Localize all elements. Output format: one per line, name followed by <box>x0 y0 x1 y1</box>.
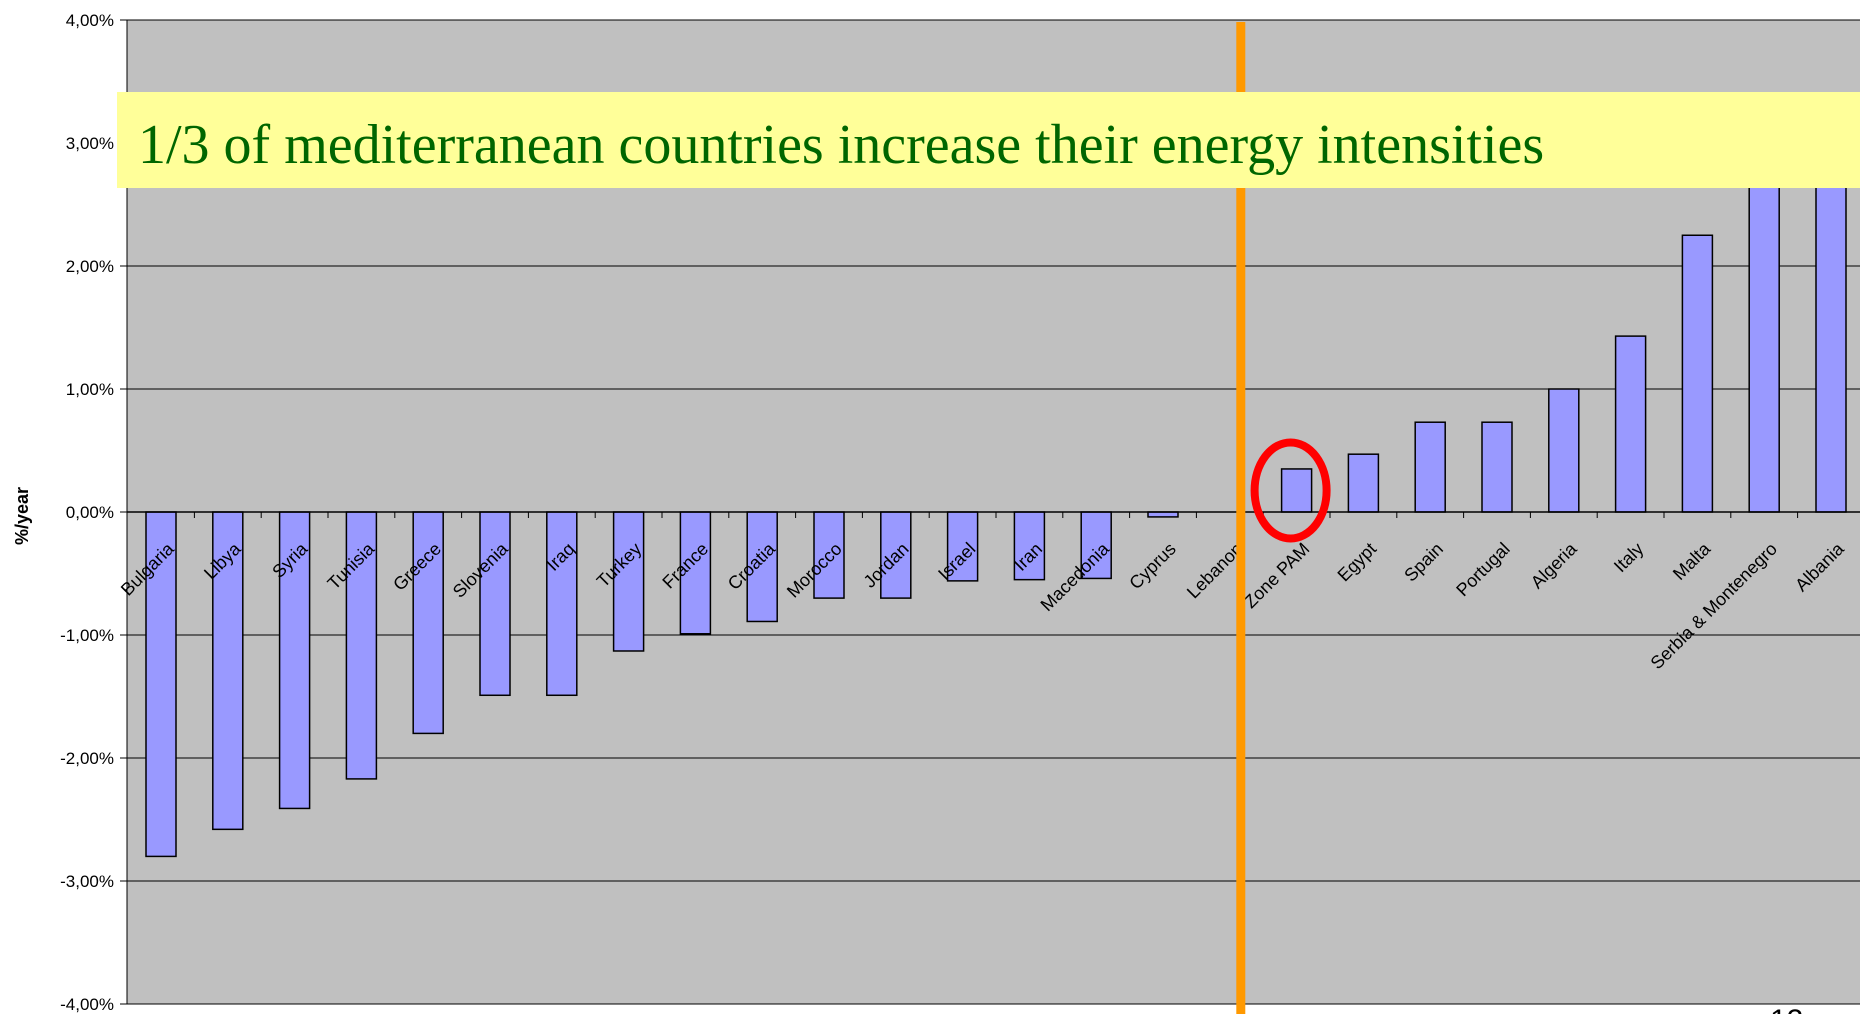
bar-spain <box>1414 421 1446 513</box>
y-tick-label: -4,00% <box>60 995 114 1014</box>
annotation-banner <box>117 92 1860 188</box>
y-tick-label: -2,00% <box>60 749 114 768</box>
y-tick-label: 1,00% <box>66 380 114 399</box>
y-tick-label: 2,00% <box>66 257 114 276</box>
y-axis-ticks: -4,00% -3,00% -2,00% -1,00% 0,00% 1,00% 2,00% 3… <box>60 11 128 1014</box>
bar-libya <box>212 511 244 831</box>
y-tick-label: -1,00% <box>60 626 114 645</box>
y-tick-label: -3,00% <box>60 872 114 891</box>
bar-tunisia <box>345 511 378 780</box>
bar-egypt <box>1347 453 1380 513</box>
y-axis-label: %/year <box>12 487 32 545</box>
bar-iraq <box>546 511 578 697</box>
bar-malta <box>1681 234 1714 513</box>
bar-bulgaria <box>145 511 177 858</box>
y-tick-label: 4,00% <box>66 11 114 30</box>
highlight-circle <box>1250 438 1331 543</box>
bar-zone-pam <box>1280 468 1313 513</box>
bar-croatia <box>746 511 778 623</box>
bar-jordan <box>880 511 912 599</box>
bar-slovenia <box>479 511 511 697</box>
bar-france <box>679 511 712 635</box>
y-tick-label: 0,00% <box>66 503 114 522</box>
annotation-text: 1/3 of mediterranean countries increase … <box>138 114 1544 176</box>
bar-greece <box>412 511 444 735</box>
bar-algeria <box>1548 388 1580 513</box>
page-number: 12 <box>1770 1004 1803 1014</box>
bar-italy <box>1614 335 1647 513</box>
bar-portugal <box>1481 421 1513 513</box>
bar-turkey <box>612 511 645 652</box>
y-tick-label: 3,00% <box>66 134 114 153</box>
bar-iran <box>1013 511 1046 581</box>
